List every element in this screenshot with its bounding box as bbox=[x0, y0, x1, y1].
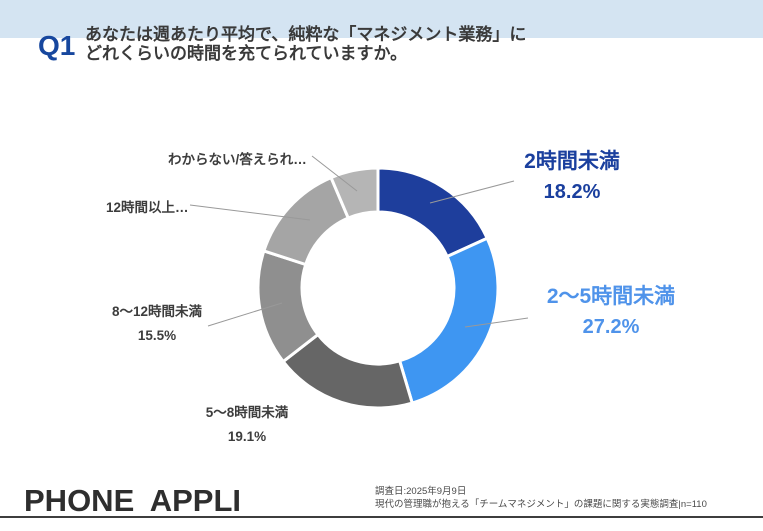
leader-line-8to12h bbox=[207, 302, 283, 327]
survey-notes: 調査日:2025年9月9日 現代の管理職が抱える「チームマネジメント」の課題に関… bbox=[375, 485, 707, 511]
question-number: Q1 bbox=[38, 30, 76, 61]
survey-title: 現代の管理職が抱える「チームマネジメント」の課題に関する実態調査|n=110 bbox=[375, 499, 707, 510]
leader-line-2to5h bbox=[464, 317, 529, 328]
leader-line-over12h bbox=[189, 204, 311, 221]
slice-callout-dontknow: わからない/答えられ… bbox=[168, 152, 307, 167]
slice-callout-over12h: 12時間以上… bbox=[106, 200, 189, 215]
donut-slice-1 bbox=[397, 236, 500, 405]
leader-line-dontknow bbox=[311, 155, 358, 192]
slice-callout-5to8h: 5〜8時間未満 19.1% bbox=[185, 405, 309, 444]
slice-callout-under2h: 2時間未満 18.2% bbox=[482, 150, 662, 203]
donut-slice-0 bbox=[376, 166, 490, 259]
slice-percent: 27.2% bbox=[582, 316, 640, 338]
question-line2: どれくらいの時間を充てられていますか。 bbox=[85, 44, 408, 63]
question-line1: あなたは週あたり平均で、純粋な「マネジメント業務」に bbox=[85, 25, 527, 44]
survey-date: 調査日:2025年9月9日 bbox=[375, 486, 467, 497]
slice-label: 2〜5時間未満 bbox=[546, 285, 676, 308]
slice-label: 2時間未満 bbox=[524, 150, 620, 173]
divider-line bbox=[0, 516, 763, 518]
slice-percent: 18.2% bbox=[543, 181, 601, 203]
question-band bbox=[0, 0, 763, 38]
slice-label: 8〜12時間未満 bbox=[111, 304, 203, 319]
question-text: あなたは週あたり平均で、純粋な「マネジメント業務」に どれくらいの時間を充てられ… bbox=[85, 25, 526, 63]
slice-label: 5〜8時間未満 bbox=[205, 405, 289, 420]
phone-appli-logo: PHONE APPLI bbox=[24, 483, 241, 518]
leader-line-under2h bbox=[429, 180, 515, 204]
slice-percent: 19.1% bbox=[227, 429, 267, 444]
slice-percent: 15.5% bbox=[137, 328, 177, 343]
slice-callout-8to12h: 8〜12時間未満 15.5% bbox=[95, 304, 219, 343]
slice-callout-2to5h: 2〜5時間未満 27.2% bbox=[521, 285, 701, 338]
